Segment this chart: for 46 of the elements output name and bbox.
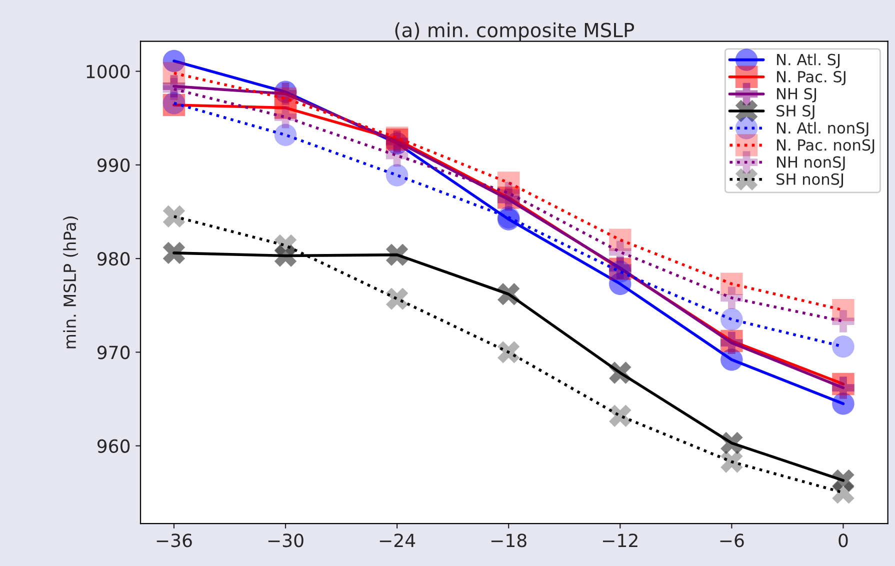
legend-label: N. Atl. SJ — [777, 54, 840, 68]
legend-label: N. Atl. nonSJ — [777, 122, 868, 137]
x-tick-label: −24 — [380, 534, 416, 547]
chart-title: (a) min. composite MSLP — [395, 22, 634, 42]
y-tick-label: 980 — [97, 252, 130, 266]
x-tick-label: −36 — [156, 534, 192, 548]
point — [720, 450, 743, 473]
point — [162, 62, 186, 84]
y-tick-label: 960 — [97, 439, 130, 453]
point — [386, 164, 408, 186]
legend-label: SH nonSJ — [776, 173, 844, 188]
point — [386, 144, 408, 167]
point — [274, 124, 297, 146]
point — [720, 432, 743, 454]
point — [386, 288, 408, 310]
legend-label: N. Pac. nonSJ — [777, 139, 874, 154]
point — [274, 106, 297, 128]
point — [720, 308, 743, 331]
point — [497, 182, 520, 204]
legend-label: N. Pac. SJ — [777, 70, 846, 86]
point — [832, 376, 854, 399]
point — [497, 283, 520, 306]
point — [386, 244, 408, 266]
x-tick-label: −30 — [268, 534, 304, 548]
point — [274, 87, 297, 110]
point — [832, 335, 854, 358]
point — [609, 240, 632, 264]
x-tick-label: −12 — [603, 534, 638, 547]
point — [832, 482, 854, 504]
legend-label: SH SJ — [776, 105, 814, 120]
legend-label: NH nonSJ — [777, 156, 845, 171]
x-tick-label: 0 — [838, 534, 848, 548]
point — [720, 286, 743, 309]
point — [497, 341, 520, 364]
y-tick-label: 990 — [97, 158, 130, 172]
y-tick-label: 1000 — [86, 64, 130, 78]
x-tick-label: −18 — [491, 534, 526, 548]
point — [162, 205, 186, 228]
point — [609, 362, 632, 384]
point — [609, 404, 632, 427]
x-tick-label: −6 — [720, 534, 744, 548]
point — [162, 242, 186, 264]
y-axis-title: min. MSLP (hPa) — [63, 216, 78, 348]
legend-label: NH SJ — [777, 88, 816, 102]
y-tick-label: 970 — [97, 346, 130, 360]
point — [832, 310, 854, 332]
